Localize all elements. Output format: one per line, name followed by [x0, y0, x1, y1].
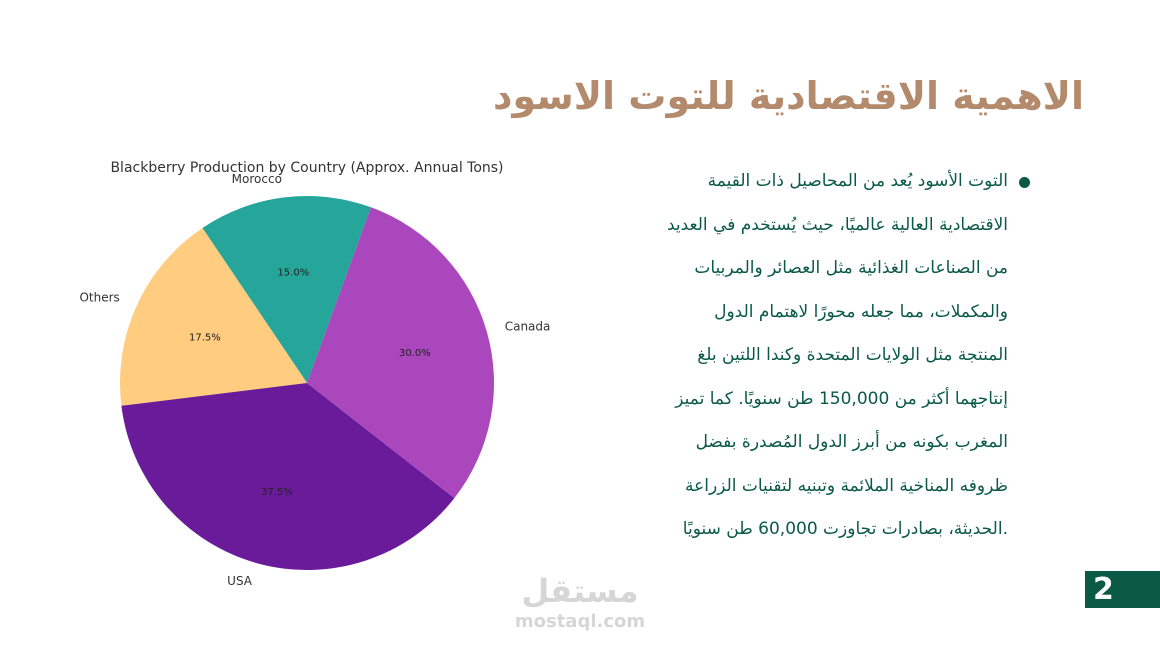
watermark-latin: mostaql.com: [514, 611, 646, 632]
body-line: ظروفه المناخية الملائمة وتبنيه لتقنيات ا…: [685, 475, 1008, 496]
slice-percent-morocco: 15.0%: [277, 268, 309, 279]
body-line: .الحديثة، بصادرات تجاوزت 60,000 طن سنويً…: [682, 519, 1008, 539]
slice-label-canada: Canada: [505, 319, 551, 333]
body-line: التوت الأسود يُعد من المحاصيل ذات القيمة: [707, 171, 1008, 191]
pie-slice-canada: [307, 207, 494, 499]
slice-label-usa: USA: [227, 574, 253, 588]
slice-percent-canada: 30.0%: [399, 348, 431, 359]
body-line: المنتجة مثل الولايات المتحدة وكندا اللتي…: [697, 345, 1008, 365]
page-number-badge: 2: [1085, 571, 1160, 608]
bullet-icon: [1019, 177, 1030, 188]
slide-title: الاهمية الاقتصادية للتوت الاسود: [493, 74, 1084, 118]
watermark-arabic: مستقل: [521, 572, 639, 610]
chart-title: Blackberry Production by Country (Approx…: [110, 160, 503, 176]
slice-percent-usa: 37.5%: [261, 487, 293, 498]
pie-chart: Blackberry Production by Country (Approx…: [79, 160, 551, 588]
slice-percent-others: 17.5%: [189, 332, 221, 343]
body-line: والمكملات، مما جعله محورًا لاهتمام الدول: [714, 301, 1008, 322]
pie-slice-others: [120, 227, 307, 406]
body-line: من الصناعات الغذائية مثل العصائر والمربي…: [694, 258, 1008, 278]
body-paragraph: التوت الأسود يُعد من المحاصيل ذات القيمة…: [600, 160, 1030, 552]
body-line: إنتاجهما أكثر من 150,000 طن سنويًا. كما …: [675, 388, 1008, 409]
watermark-logo: مستقل mostaql.com: [500, 570, 660, 632]
slice-label-others: Others: [79, 291, 119, 305]
pie-slice-morocco: [202, 196, 371, 383]
body-line: المغرب بكونه من أبرز الدول المُصدرة بفضل: [695, 432, 1008, 452]
slice-label-morocco: Morocco: [232, 172, 282, 186]
pie-slice-usa: [121, 383, 455, 570]
body-line: الاقتصادية العالية عالميًا، حيث يُستخدم …: [666, 214, 1008, 235]
